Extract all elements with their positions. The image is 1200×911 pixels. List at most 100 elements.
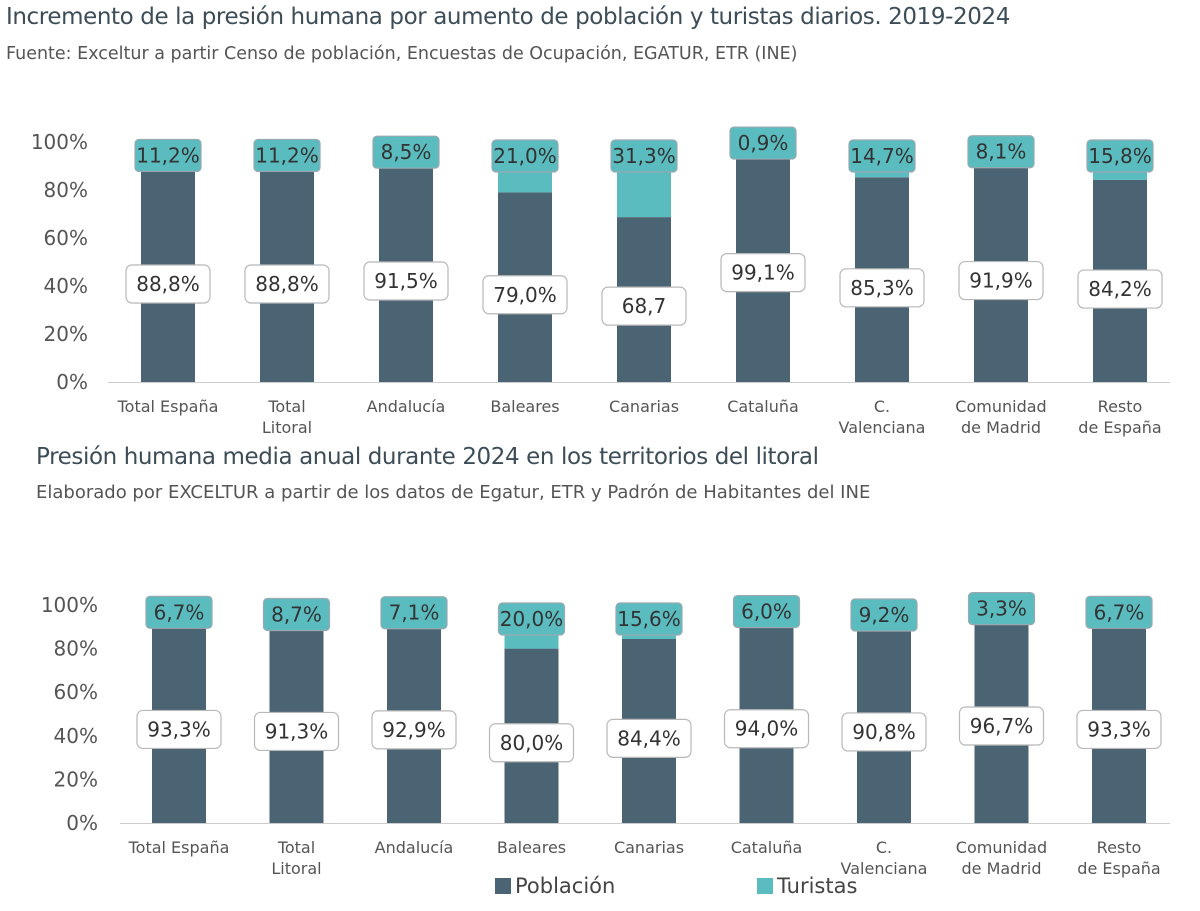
turistas-label-box (1086, 139, 1154, 173)
x-category-label: Total España (117, 397, 219, 416)
turistas-data-label: 31,3% (612, 144, 676, 168)
x-category-label: Resto de España (1078, 397, 1161, 437)
poblacion-data-label: 96,7% (970, 714, 1034, 738)
poblacion-label-box (720, 252, 806, 293)
turistas-label-box (372, 135, 440, 169)
legend-label-poblacion: Población (515, 874, 616, 898)
turistas-data-label: 8,7% (271, 602, 322, 626)
poblacion-label-box (958, 706, 1045, 746)
chart-1-title: Incremento de la presión humana por aume… (6, 4, 1010, 30)
legend-swatch-poblacion (495, 878, 511, 894)
poblacion-label-box (606, 718, 692, 758)
y-tick-label: 60% (54, 680, 98, 704)
legend-swatch-turistas (757, 878, 773, 894)
poblacion-label-box (488, 723, 575, 763)
poblacion-label-box (125, 264, 211, 304)
turistas-label-box (262, 597, 331, 632)
poblacion-data-label: 84,2% (1088, 277, 1152, 301)
poblacion-data-label: 84,4% (617, 726, 681, 750)
x-category-label: Total Litoral (262, 397, 312, 437)
x-category-label: Andalucía (367, 397, 446, 416)
turistas-data-label: 15,6% (617, 607, 681, 631)
turistas-data-label: 8,1% (976, 140, 1027, 164)
poblacion-data-label: 68,7 (622, 294, 667, 318)
poblacion-label-box (244, 264, 330, 304)
poblacion-label-box (723, 709, 810, 749)
poblacion-label-box (363, 261, 449, 301)
poblacion-data-label: 85,3% (850, 276, 914, 300)
turistas-label-box (134, 138, 202, 173)
x-category-label: Total España (128, 838, 230, 857)
turistas-label-box (145, 595, 213, 629)
chart-1-plot: 0% 20% 40% 60% 80% 100% 11,2% 88,8% Total España… (31, 126, 1170, 437)
chart-2-title: Presión humana media anual durante 2024 … (36, 444, 819, 470)
turistas-data-label: 3,3% (976, 597, 1027, 621)
poblacion-data-label: 99,1% (731, 261, 795, 285)
turistas-label-box (380, 596, 448, 630)
chart-2-subtitle: Elaborado por EXCELTUR a partir de los d… (36, 482, 871, 503)
poblacion-label-box (841, 712, 927, 752)
poblacion-data-label: 79,0% (493, 283, 557, 307)
turistas-data-label: 6,7% (154, 600, 205, 624)
x-category-label: Andalucía (375, 838, 454, 857)
turistas-label-box (729, 126, 797, 160)
turistas-data-label: 21,0% (493, 144, 557, 168)
turistas-data-label: 11,2% (136, 143, 200, 167)
legend: Población Turistas (0, 874, 1200, 906)
turistas-label-box (848, 139, 916, 173)
y-tick-label: 100% (31, 130, 88, 154)
legend-label-turistas: Turistas (777, 874, 858, 898)
y-tick-label: 0% (66, 811, 98, 835)
poblacion-label-box (253, 711, 340, 752)
x-category-label: Baleares (490, 397, 559, 416)
poblacion-label-box (482, 275, 568, 315)
turistas-label-box (615, 602, 683, 636)
x-category-label: Resto de España (1077, 838, 1160, 878)
poblacion-data-label: 93,3% (147, 717, 211, 741)
y-tick-label: 0% (56, 370, 88, 394)
poblacion-data-label: 90,8% (852, 720, 916, 744)
turistas-label-box (967, 135, 1035, 169)
poblacion-data-label: 91,9% (969, 269, 1033, 293)
turistas-label-box (610, 139, 678, 173)
turistas-data-label: 6,0% (741, 600, 792, 624)
poblacion-label-box (1076, 709, 1162, 750)
y-tick-label: 100% (41, 593, 98, 617)
turistas-data-label: 20,0% (500, 607, 564, 631)
poblacion-data-label: 92,9% (382, 718, 446, 742)
turistas-label-box (491, 139, 559, 173)
turistas-data-label: 7,1% (389, 601, 440, 625)
poblacion-data-label: 94,0% (735, 717, 799, 741)
legend-item-turistas: Turistas (757, 874, 857, 898)
poblacion-label-box (371, 710, 457, 750)
turistas-data-label: 8,5% (381, 140, 432, 164)
chart-1-subtitle: Fuente: Exceltur a partir Censo de pobla… (6, 44, 798, 64)
poblacion-data-label: 88,8% (255, 272, 319, 296)
y-tick-label: 80% (54, 637, 98, 661)
x-category-label: Baleares (497, 838, 566, 857)
x-category-label: Comunidad de Madrid (956, 838, 1047, 878)
turistas-label-box (497, 602, 566, 636)
turistas-data-label: 6,7% (1094, 600, 1145, 624)
turistas-label-box (1085, 595, 1153, 629)
poblacion-data-label: 88,8% (136, 272, 200, 296)
y-tick-label: 40% (44, 274, 88, 298)
turistas-label-box (850, 598, 918, 632)
legend-item-poblacion: Población (495, 874, 615, 898)
turistas-data-label: 9,2% (859, 603, 910, 627)
x-category-label: Cataluña (731, 838, 803, 857)
poblacion-label-box (601, 286, 687, 326)
turistas-label-box (253, 138, 321, 173)
turistas-data-label: 11,2% (255, 143, 319, 167)
y-tick-label: 60% (44, 226, 88, 250)
x-category-label: C. Valenciana (841, 838, 928, 878)
chart-2-plot: 0% 20% 40% 60% 80% 100% 6,7% 93,3% Total España 8… (41, 591, 1170, 878)
poblacion-label-box (136, 709, 222, 750)
poblacion-label-box (839, 268, 925, 308)
y-tick-label: 80% (44, 178, 88, 202)
turistas-data-label: 15,8% (1088, 144, 1152, 168)
turistas-data-label: 0,9% (738, 131, 789, 155)
turistas-data-label: 14,7% (850, 144, 914, 168)
poblacion-data-label: 93,3% (1087, 717, 1151, 741)
y-tick-label: 20% (44, 322, 88, 346)
